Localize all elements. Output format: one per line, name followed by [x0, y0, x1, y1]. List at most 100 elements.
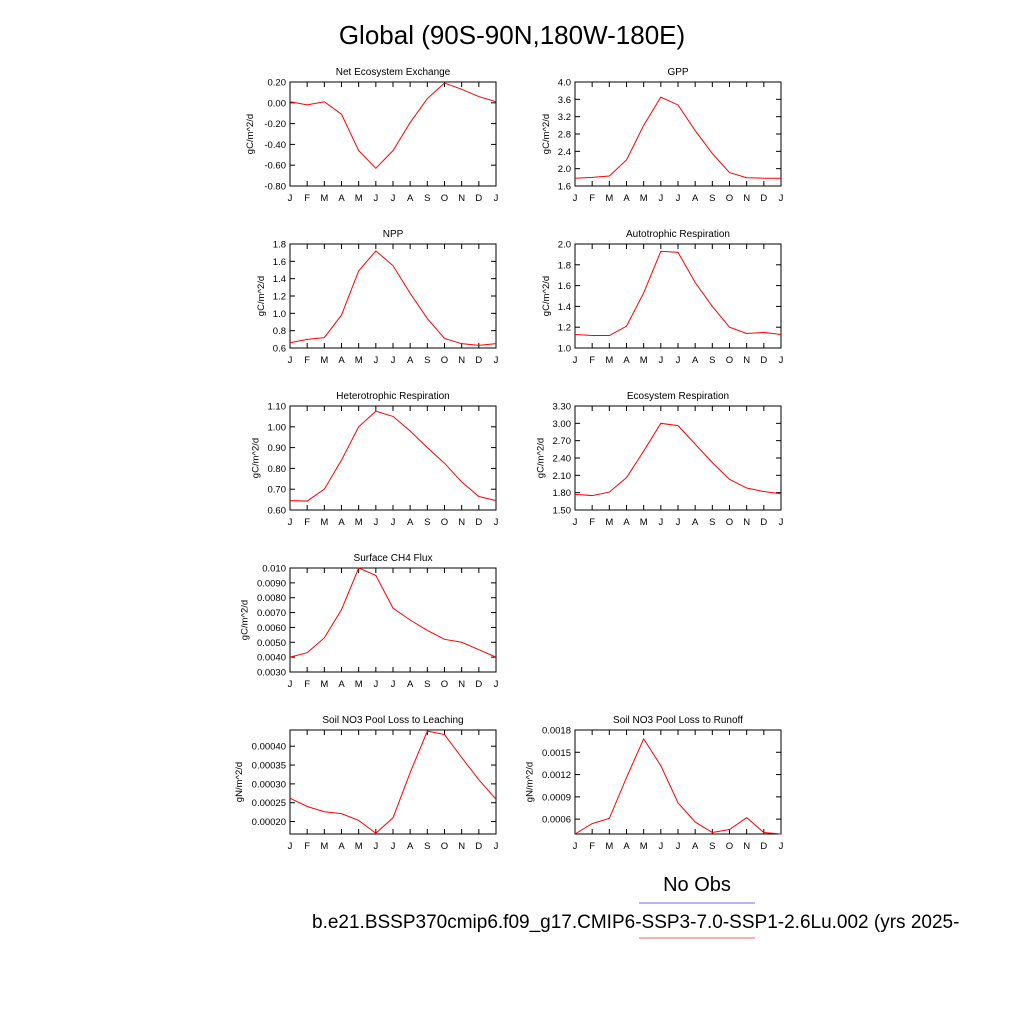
- x-tick-label: D: [475, 841, 482, 852]
- panel-title: Heterotrophic Respiration: [336, 391, 449, 402]
- x-tick-label: A: [692, 193, 699, 204]
- plot-frame: [574, 729, 782, 835]
- x-tick-label: F: [304, 193, 310, 204]
- x-tick-label: J: [494, 679, 499, 690]
- x-tick-label: O: [726, 517, 733, 528]
- x-tick-label: M: [640, 517, 648, 528]
- x-tick-label: A: [407, 679, 414, 690]
- panel-title: Surface CH4 Flux: [354, 553, 433, 564]
- y-tick-label: 0.6: [273, 344, 286, 355]
- y-tick-label: 0.00035: [252, 761, 286, 772]
- x-tick-label: N: [458, 679, 465, 690]
- panel-title: Ecosystem Respiration: [627, 391, 729, 402]
- x-tick-label: A: [407, 841, 414, 852]
- x-tick-label: M: [320, 355, 328, 366]
- y-tick-label: 0.0080: [257, 593, 286, 604]
- x-tick-label: J: [494, 517, 499, 528]
- x-tick-label: O: [441, 193, 448, 204]
- x-tick-label: D: [475, 517, 482, 528]
- x-tick-label: S: [424, 517, 430, 528]
- x-tick-label: M: [355, 355, 363, 366]
- y-tick-label: 0.60: [268, 506, 287, 517]
- x-tick-label: J: [288, 517, 293, 528]
- x-tick-label: F: [589, 193, 595, 204]
- x-tick-label: D: [760, 517, 767, 528]
- series-line: [289, 82, 497, 170]
- series-line: [289, 730, 497, 834]
- y-tick-label: 0.00020: [252, 817, 286, 828]
- y-tick-label: 0.00: [268, 98, 287, 109]
- y-axis-label: gC/m^2/d: [240, 600, 251, 640]
- x-tick-label: D: [760, 193, 767, 204]
- y-axis-label: gC/m^2/d: [250, 438, 261, 478]
- x-tick-label: A: [692, 517, 699, 528]
- x-tick-label: N: [743, 193, 750, 204]
- x-tick-label: A: [338, 517, 345, 528]
- x-tick-label: J: [658, 193, 663, 204]
- x-tick-label: A: [692, 355, 699, 366]
- y-tick-label: 0.0070: [257, 608, 286, 619]
- plot-frame: [289, 81, 497, 187]
- x-tick-label: N: [743, 517, 750, 528]
- x-tick-label: J: [676, 517, 681, 528]
- x-tick-label: F: [304, 679, 310, 690]
- x-tick-label: J: [288, 679, 293, 690]
- x-tick-label: A: [338, 679, 345, 690]
- x-tick-label: A: [623, 193, 630, 204]
- y-tick-label: 2.70: [553, 436, 572, 447]
- x-tick-label: J: [391, 679, 396, 690]
- y-tick-label: 2.4: [558, 147, 571, 158]
- x-tick-label: J: [373, 193, 378, 204]
- y-axis-label: gC/m^2/d: [541, 114, 552, 154]
- y-tick-label: 1.10: [268, 402, 287, 413]
- x-tick-label: J: [373, 841, 378, 852]
- panel-gpp: J F M A M J J A S O N D J1.62.02.42.83.23.64.0GPPgC/…: [541, 67, 784, 204]
- x-tick-label: J: [658, 841, 663, 852]
- y-tick-label: 3.2: [558, 112, 571, 123]
- x-tick-label: O: [441, 517, 448, 528]
- y-tick-label: 2.0: [558, 240, 571, 251]
- y-tick-label: 0.00030: [252, 779, 286, 790]
- x-tick-label: D: [475, 355, 482, 366]
- panel-ecosystem-respiration: J F M A M J J A S O N D J1.501.802.102.402.703.003.3…: [535, 391, 783, 528]
- x-tick-label: M: [320, 679, 328, 690]
- x-tick-label: J: [373, 355, 378, 366]
- y-tick-label: 0.0060: [257, 623, 286, 634]
- x-tick-label: S: [424, 841, 430, 852]
- x-tick-label: J: [494, 355, 499, 366]
- y-axis-label: gC/m^2/d: [541, 276, 552, 316]
- x-tick-label: J: [494, 841, 499, 852]
- x-tick-label: J: [658, 355, 663, 366]
- y-axis-label: gN/m^2/d: [525, 762, 536, 802]
- x-tick-label: O: [441, 841, 448, 852]
- series-line: [289, 250, 497, 346]
- y-tick-label: 0.0090: [257, 578, 286, 589]
- x-tick-label: O: [726, 355, 733, 366]
- panel-title: Soil NO3 Pool Loss to Runoff: [613, 715, 743, 726]
- x-tick-label: J: [391, 193, 396, 204]
- x-tick-label: D: [760, 355, 767, 366]
- x-tick-label: M: [605, 517, 613, 528]
- y-tick-label: 1.4: [273, 274, 286, 285]
- y-tick-label: 0.0012: [542, 770, 571, 781]
- x-tick-label: S: [424, 193, 430, 204]
- x-tick-label: M: [355, 193, 363, 204]
- x-tick-label: J: [573, 193, 578, 204]
- x-tick-label: J: [288, 355, 293, 366]
- x-tick-label: A: [338, 355, 345, 366]
- y-tick-label: 0.0050: [257, 638, 286, 649]
- series-line: [574, 250, 782, 337]
- x-tick-label: S: [709, 517, 715, 528]
- x-tick-label: A: [623, 355, 630, 366]
- x-tick-label: F: [304, 355, 310, 366]
- x-tick-label: A: [623, 517, 630, 528]
- x-tick-label: J: [779, 841, 784, 852]
- x-tick-label: S: [424, 355, 430, 366]
- x-tick-label: O: [441, 679, 448, 690]
- y-tick-label: 1.6: [273, 257, 286, 268]
- y-tick-label: 1.50: [553, 506, 572, 517]
- panel-title: GPP: [667, 67, 688, 78]
- plot-frame: [289, 405, 497, 511]
- x-tick-label: F: [304, 517, 310, 528]
- x-tick-label: F: [589, 841, 595, 852]
